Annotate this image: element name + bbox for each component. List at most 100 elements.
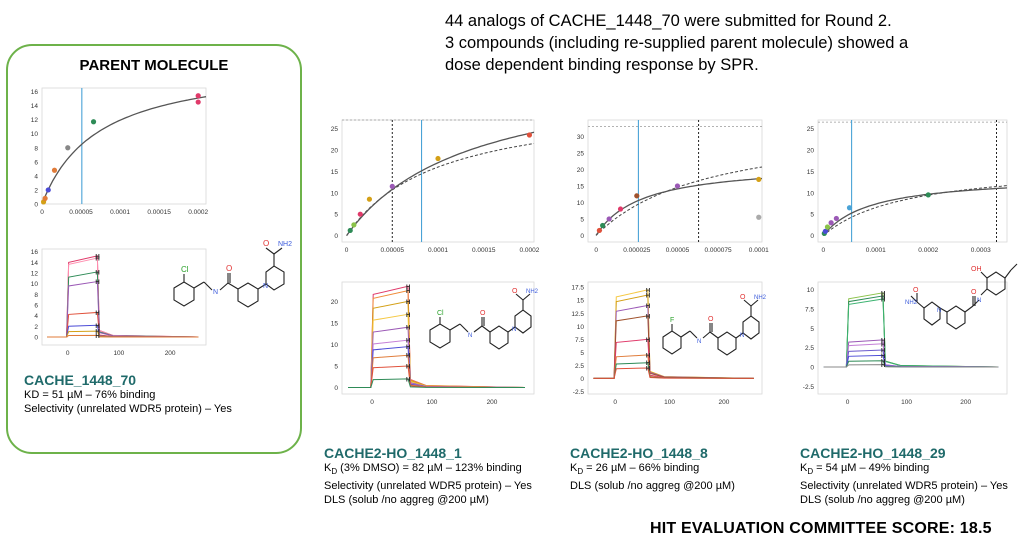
parent-molecule-structure: Cl N O N O NH2 — [173, 239, 292, 308]
trace-end-marker: H — [881, 342, 885, 348]
y-tick-label: 2.5 — [805, 345, 814, 352]
y-tick-label: 10 — [807, 190, 815, 197]
y-tick-label: -2.5 — [573, 389, 585, 396]
x-tick-label: 0.000025 — [623, 247, 650, 254]
trace-end-marker: H — [95, 330, 99, 336]
y-tick-label: 12.5 — [571, 311, 584, 318]
y-tick-label: 0 — [810, 233, 814, 240]
y-tick-label: 0 — [810, 364, 814, 371]
y-tick-label: 16 — [31, 249, 39, 256]
x-tick-label: 0.00005 — [69, 209, 93, 216]
data-point — [195, 93, 201, 99]
trace-end-marker: H — [646, 366, 650, 372]
x-tick-label: 0 — [40, 209, 44, 216]
x-tick-label: 0.00005 — [666, 247, 690, 254]
y-tick-label: 14 — [31, 103, 39, 110]
x-tick-label: 0.0001 — [866, 247, 886, 254]
data-point — [366, 196, 373, 202]
y-tick-label: 16 — [31, 89, 39, 96]
data-point — [674, 183, 681, 189]
y-tick-label: 6 — [34, 159, 38, 166]
ho8-affinity-chart: 0 5 10 15 20 25 30 0 0.000025 0.00005 0.000075 0.00… — [577, 119, 769, 254]
o-label-2: O — [263, 239, 269, 248]
x-tick-label: 200 — [719, 399, 730, 406]
trace-end-marker: H — [646, 353, 650, 359]
y-tick-label: 10 — [577, 200, 585, 207]
trace-end-marker: H — [406, 326, 410, 332]
x-tick-label: 0.0002 — [188, 209, 208, 216]
o-label: O — [708, 316, 714, 323]
x-tick-label: 0 — [66, 350, 70, 357]
plot-area — [341, 281, 535, 395]
data-point — [596, 227, 602, 234]
fit-curve — [41, 96, 207, 205]
trace-end-marker: H — [406, 365, 410, 371]
y-tick-label: 2 — [34, 187, 38, 194]
data-point — [357, 211, 363, 217]
compound-name: CACHE2-HO_1448_29 — [800, 445, 946, 461]
trace-end-marker: H — [95, 334, 99, 340]
kd-sub: D — [331, 467, 338, 477]
x-tick-label: 0 — [846, 399, 850, 406]
selectivity-line: Selectivity (unrelated WDR5 protein) – Y… — [24, 403, 232, 415]
sensorgram-trace — [593, 367, 754, 379]
n-label: N — [263, 283, 268, 290]
kd-rest: = 54 µM – 49% binding — [813, 462, 930, 474]
trace-end-marker: H — [646, 294, 650, 300]
o-label-2: O — [913, 287, 919, 294]
intro-line-1: 44 analogs of CACHE_1448_70 were submitt… — [445, 12, 892, 30]
data-point — [65, 145, 71, 151]
data-point — [833, 215, 839, 222]
data-point — [617, 206, 624, 212]
nh-label: N — [468, 333, 472, 339]
kd-k: K — [800, 462, 808, 474]
data-point — [45, 187, 51, 193]
ho8-compound-info: CACHE2-HO_1448_8 KD = 26 µM – 66% bindin… — [570, 445, 735, 493]
trace-end-marker: H — [881, 297, 885, 303]
trace-end-marker: H — [881, 291, 885, 297]
intro-text: 44 analogs of CACHE_1448_70 were submitt… — [445, 10, 1005, 76]
compound-name: CACHE_1448_70 — [24, 372, 137, 388]
data-point — [606, 216, 612, 222]
sensorgram-trace — [823, 364, 999, 368]
y-tick-label: 30 — [577, 134, 585, 141]
trace-end-marker: H — [881, 354, 885, 360]
ho29-affinity-chart: 0 5 10 15 20 25 0 0.0001 0.0002 0.0003 — [807, 119, 1008, 254]
o-label: O — [971, 289, 977, 296]
n-label: N — [512, 327, 516, 333]
plot-area — [587, 281, 763, 395]
data-point — [389, 183, 395, 189]
ho1-affinity-chart: 0 5 10 15 20 25 0 0.00005 0.0001 0.00015 0.0002 — [331, 119, 540, 254]
parent-compound-info: CACHE_1448_70 KD = 51 µM – 76% binding S… — [24, 372, 232, 416]
compound-name: CACHE2-HO_1448_1 — [324, 445, 462, 461]
data-point — [828, 220, 834, 226]
trace-end-marker: H — [881, 359, 885, 365]
selectivity-line: Selectivity (unrelated WDR5 protein) – Y… — [800, 480, 1008, 493]
x-tick-label: 0 — [594, 247, 598, 254]
trace-end-marker: H — [95, 254, 99, 260]
n-label: N — [740, 333, 744, 339]
trace-end-marker: H — [95, 324, 99, 330]
y-tick-label: 0 — [334, 233, 338, 240]
x-tick-label: 0 — [821, 247, 825, 254]
y-tick-label: 17.5 — [571, 285, 584, 292]
n-label: N — [937, 308, 941, 314]
y-tick-label: 20 — [807, 147, 815, 154]
o-label: O — [226, 264, 232, 273]
y-tick-label: 25 — [807, 126, 815, 133]
trace-end-marker: H — [406, 339, 410, 345]
y-tick-label: 15 — [807, 169, 815, 176]
y-tick-label: 20 — [331, 147, 339, 154]
data-point — [42, 195, 48, 201]
kd-line: KD = 54 µM – 49% binding — [800, 461, 1008, 479]
ho1-compound-info: CACHE2-HO_1448_1 KD (3% DMSO) = 82 µM – … — [324, 445, 532, 507]
oh-label: OH — [971, 266, 982, 273]
cl-label: Cl — [181, 265, 189, 274]
trace-end-marker: H — [95, 270, 99, 276]
y-tick-label: -2.5 — [803, 384, 815, 391]
data-point — [90, 119, 97, 125]
nh-label: N — [697, 339, 701, 345]
trace-end-marker: H — [95, 311, 99, 317]
